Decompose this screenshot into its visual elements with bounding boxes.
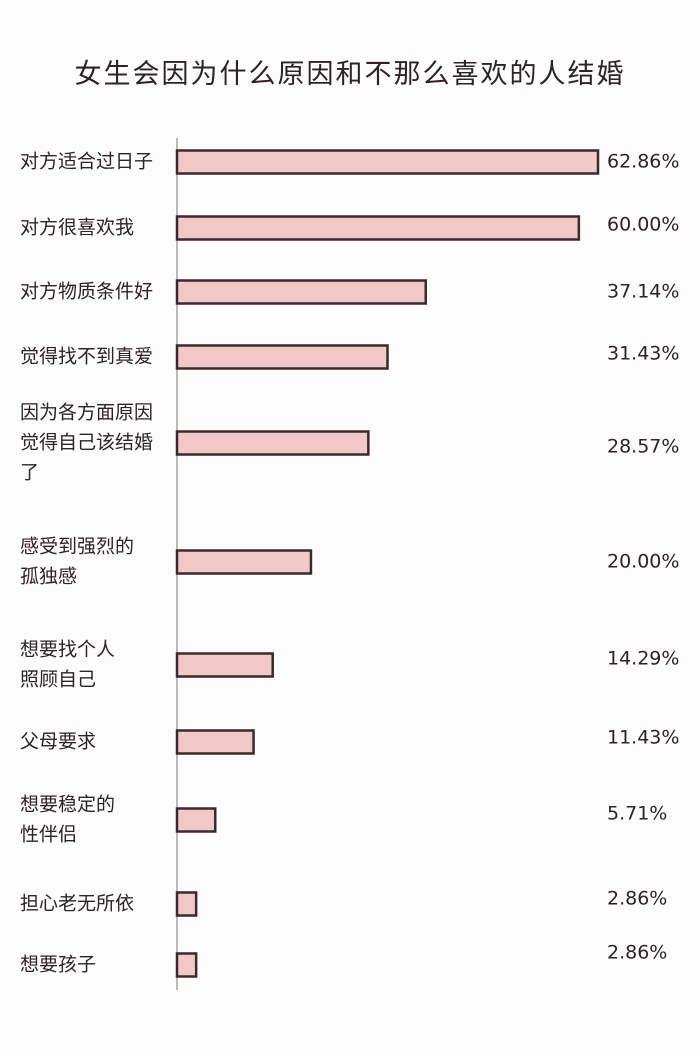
category-label-7-line-1: 想要找个人 bbox=[20, 639, 115, 661]
value-label-1: 62.86% bbox=[607, 151, 679, 173]
category-label-6-line-2: 孤独感 bbox=[20, 566, 77, 588]
value-label-11: 2.86% bbox=[607, 942, 667, 964]
value-label-8: 11.43% bbox=[607, 727, 679, 749]
category-label-11-line-1: 想要孩子 bbox=[20, 954, 96, 976]
bar-10 bbox=[175, 891, 198, 917]
bar-5 bbox=[175, 430, 370, 456]
bar-2 bbox=[175, 215, 581, 241]
category-label-8-line-1: 父母要求 bbox=[20, 731, 96, 753]
value-label-5: 28.57% bbox=[607, 436, 679, 458]
bar-8 bbox=[175, 729, 255, 755]
category-label-5-line-2: 觉得自己该结婚 bbox=[20, 432, 153, 454]
category-label-6-line-1: 感受到强烈的 bbox=[20, 536, 134, 558]
bar-1 bbox=[175, 149, 600, 175]
category-label-9-line-2: 性伴侣 bbox=[20, 824, 77, 846]
bar-11 bbox=[175, 952, 198, 978]
value-label-7: 14.29% bbox=[607, 648, 679, 670]
category-label-3-line-1: 对方物质条件好 bbox=[20, 281, 153, 303]
bar-4 bbox=[175, 344, 389, 370]
value-label-group: 62.86% 60.00% 37.14% 31.43% 28.57% 20.00% 14.2… bbox=[607, 151, 679, 964]
bar-3 bbox=[175, 279, 427, 305]
category-label-5-line-1: 因为各方面原因 bbox=[20, 402, 153, 424]
value-label-9: 5.71% bbox=[607, 803, 667, 825]
bar-9 bbox=[175, 807, 217, 833]
value-label-4: 31.43% bbox=[607, 343, 679, 365]
category-label-4-line-1: 觉得找不到真爱 bbox=[20, 346, 153, 368]
value-label-6: 20.00% bbox=[607, 551, 679, 573]
category-label-1-line-1: 对方适合过日子 bbox=[20, 151, 153, 173]
bar-6 bbox=[175, 549, 313, 575]
bar-7 bbox=[175, 652, 274, 678]
category-label-7-line-2: 照顾自己 bbox=[20, 669, 96, 691]
category-label-group: 对方适合过日子对方很喜欢我对方物质条件好觉得找不到真爱因为各方面原因觉得自己该结… bbox=[20, 151, 153, 976]
value-label-3: 37.14% bbox=[607, 281, 679, 303]
chart-title: 女生会因为什么原因和不那么喜欢的人结婚 bbox=[74, 59, 626, 90]
value-label-10: 2.86% bbox=[607, 888, 667, 910]
bar-group bbox=[175, 149, 600, 978]
category-label-10-line-1: 担心老无所依 bbox=[20, 893, 134, 915]
value-label-2: 60.00% bbox=[607, 214, 679, 236]
category-label-2-line-1: 对方很喜欢我 bbox=[20, 217, 134, 239]
category-label-5-line-3: 了 bbox=[20, 462, 39, 484]
category-label-9-line-1: 想要稳定的 bbox=[20, 794, 115, 816]
